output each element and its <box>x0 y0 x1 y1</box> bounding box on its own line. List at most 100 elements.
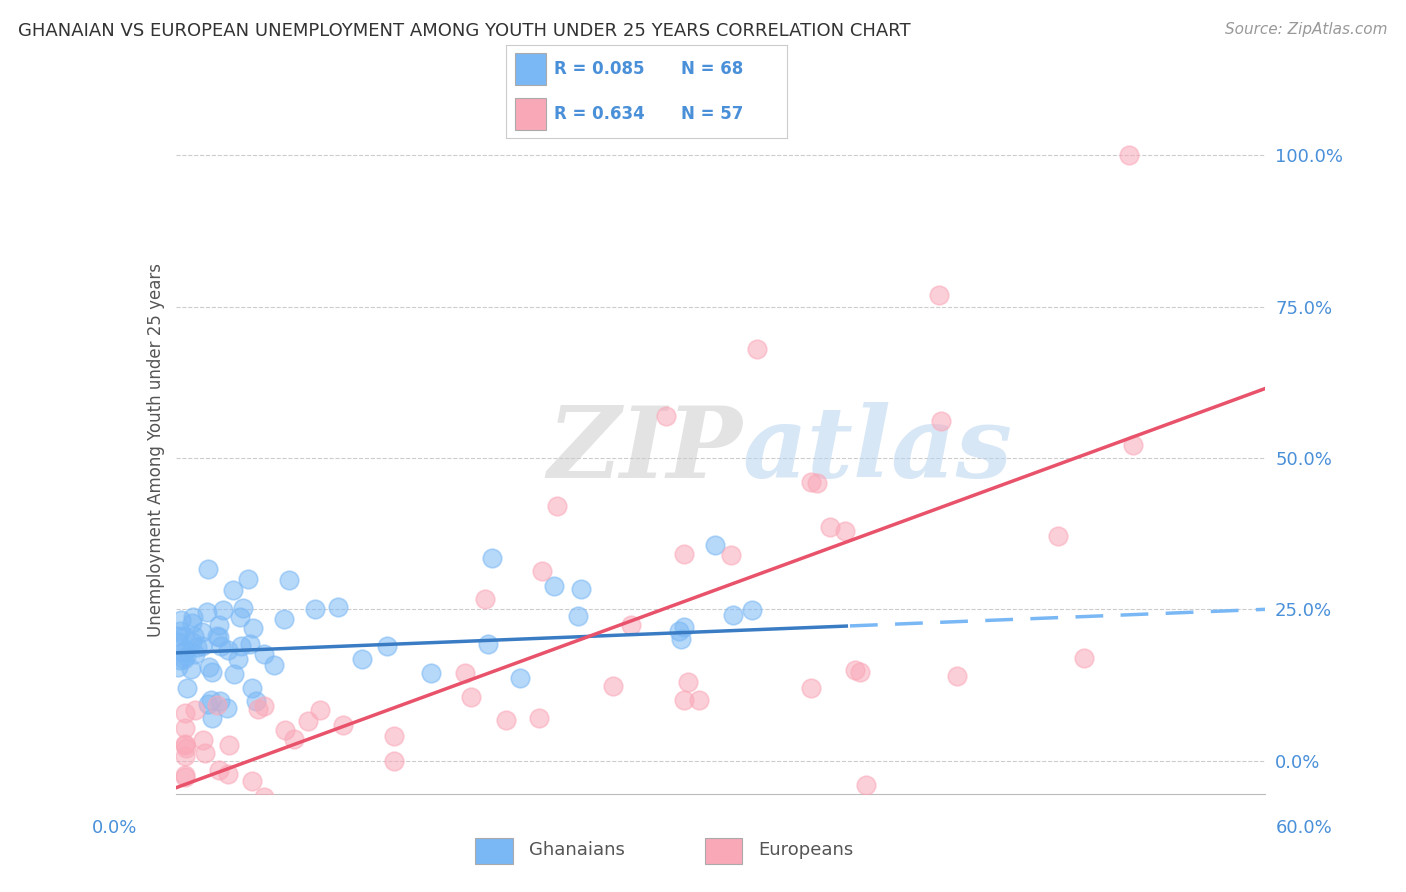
Point <box>477 637 499 651</box>
Point <box>208 630 231 644</box>
Point <box>173 770 195 784</box>
Point <box>218 738 240 752</box>
Point <box>212 603 235 617</box>
Point <box>668 624 690 639</box>
Point <box>173 721 195 735</box>
Point <box>198 660 221 674</box>
Point <box>173 629 195 643</box>
Point <box>191 639 214 653</box>
Point <box>495 713 517 727</box>
Point <box>849 665 872 680</box>
Point <box>173 652 195 666</box>
Point <box>673 693 696 707</box>
Point <box>304 602 326 616</box>
FancyBboxPatch shape <box>515 98 546 130</box>
Text: Europeans: Europeans <box>758 840 853 859</box>
Point <box>720 548 742 562</box>
Point <box>167 635 190 649</box>
Point <box>238 572 260 586</box>
Point <box>419 666 441 681</box>
Point <box>308 703 330 717</box>
Point <box>228 610 250 624</box>
Point <box>673 620 696 634</box>
Point <box>740 603 762 617</box>
Point <box>673 547 696 561</box>
Point <box>806 476 828 491</box>
Text: Ghanaians: Ghanaians <box>529 840 624 859</box>
Point <box>229 639 252 653</box>
Point <box>834 524 856 538</box>
Point <box>509 671 531 685</box>
Text: GHANAIAN VS EUROPEAN UNEMPLOYMENT AMONG YOUTH UNDER 25 YEARS CORRELATION CHART: GHANAIAN VS EUROPEAN UNEMPLOYMENT AMONG … <box>18 22 911 40</box>
Point <box>208 764 231 778</box>
Point <box>602 679 624 693</box>
Point <box>180 616 202 631</box>
Point <box>546 500 568 514</box>
Point <box>721 607 744 622</box>
Point <box>945 669 967 683</box>
Point <box>228 651 250 665</box>
Point <box>800 475 823 490</box>
Point <box>328 599 350 614</box>
Point <box>1118 148 1140 162</box>
Point <box>273 612 295 626</box>
Point <box>1073 650 1095 665</box>
Point <box>186 640 208 654</box>
Point <box>184 647 207 661</box>
FancyBboxPatch shape <box>515 53 546 85</box>
Point <box>382 754 405 768</box>
Text: 60.0%: 60.0% <box>1277 819 1333 837</box>
Point <box>655 409 678 423</box>
Point <box>253 789 276 804</box>
Point <box>205 698 228 712</box>
Point <box>174 649 197 664</box>
Point <box>454 666 477 681</box>
Point <box>222 667 245 681</box>
Text: 0.0%: 0.0% <box>91 819 136 837</box>
Point <box>173 738 195 752</box>
Point <box>247 702 270 716</box>
Point <box>283 732 305 747</box>
Point <box>688 693 710 707</box>
Point <box>180 662 202 676</box>
Point <box>253 699 276 714</box>
Point <box>181 635 204 649</box>
Point <box>242 621 264 635</box>
Point <box>240 681 263 695</box>
Point <box>169 624 191 639</box>
Text: N = 68: N = 68 <box>681 60 742 78</box>
Point <box>173 768 195 782</box>
Point <box>169 653 191 667</box>
Point <box>474 591 496 606</box>
Point <box>173 706 195 721</box>
Point <box>195 606 218 620</box>
Point <box>481 550 503 565</box>
Point <box>221 583 243 598</box>
Point <box>1122 438 1144 452</box>
Point <box>460 690 482 705</box>
Point <box>209 694 232 708</box>
Point <box>703 538 725 552</box>
Point <box>676 675 699 690</box>
Point <box>174 741 197 756</box>
Point <box>172 645 194 659</box>
Text: Source: ZipAtlas.com: Source: ZipAtlas.com <box>1225 22 1388 37</box>
Point <box>844 663 866 677</box>
Text: atlas: atlas <box>742 402 1012 499</box>
Point <box>818 520 841 534</box>
Point <box>239 637 262 651</box>
Text: R = 0.085: R = 0.085 <box>554 60 644 78</box>
Point <box>620 617 643 632</box>
Point <box>567 609 589 624</box>
Text: ZIP: ZIP <box>547 402 742 499</box>
Point <box>278 573 301 587</box>
Point <box>201 711 224 725</box>
Point <box>166 659 188 673</box>
Point <box>263 657 285 672</box>
Point <box>197 698 219 712</box>
Point <box>245 694 267 708</box>
Point <box>193 733 215 747</box>
Point <box>174 642 197 657</box>
Point <box>176 681 198 695</box>
Point <box>800 681 823 695</box>
